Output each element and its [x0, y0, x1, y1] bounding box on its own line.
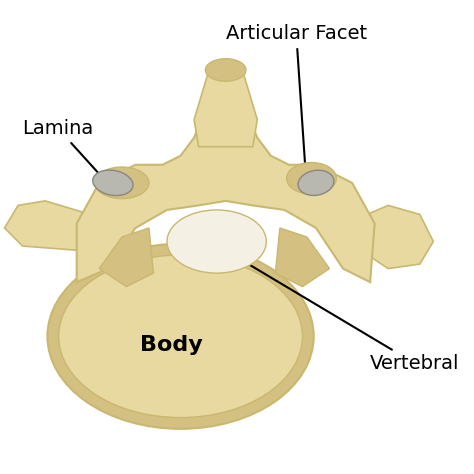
Polygon shape — [100, 228, 154, 287]
Ellipse shape — [59, 255, 302, 418]
Text: Articular Facet: Articular Facet — [226, 24, 367, 187]
Ellipse shape — [205, 59, 246, 81]
Ellipse shape — [298, 170, 334, 195]
Text: Body: Body — [140, 335, 203, 356]
Ellipse shape — [287, 163, 336, 194]
Polygon shape — [77, 79, 374, 282]
Ellipse shape — [167, 210, 266, 273]
Text: Vertebral: Vertebral — [230, 253, 460, 373]
Polygon shape — [194, 65, 257, 147]
Ellipse shape — [47, 244, 314, 429]
Text: Lamina: Lamina — [23, 119, 137, 215]
Ellipse shape — [93, 170, 133, 196]
Ellipse shape — [95, 167, 149, 199]
Polygon shape — [347, 205, 433, 269]
Polygon shape — [5, 201, 100, 251]
Polygon shape — [275, 228, 329, 287]
